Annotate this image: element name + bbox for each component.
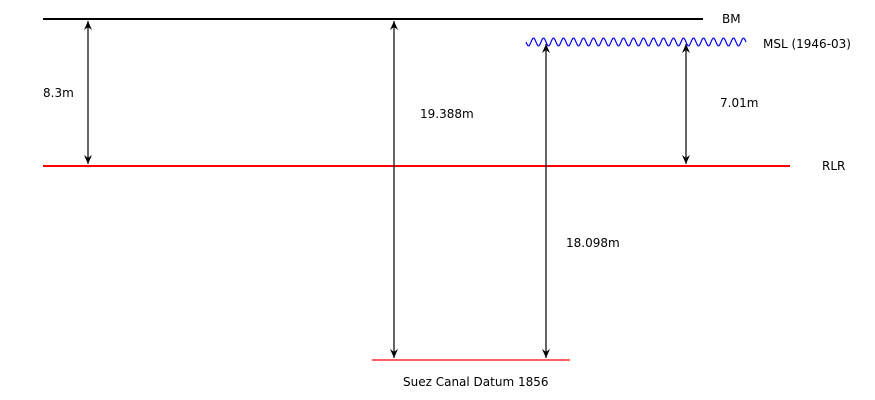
measure-suez-to-msl-label: 18.098m — [566, 236, 620, 250]
rlr-label: RLR — [822, 159, 845, 173]
suez-datum-label: Suez Canal Datum 1856 — [403, 375, 549, 389]
measure-bm-to-suez-label: 19.388m — [420, 107, 474, 121]
measure-msl-to-rlr-label: 7.01m — [720, 96, 758, 110]
msl-label: MSL (1946-03) — [763, 37, 851, 51]
msl-wave — [525, 37, 747, 47]
measure-bm-to-rlr-label: 8.3m — [43, 86, 74, 100]
bm-label: BM — [722, 12, 741, 26]
